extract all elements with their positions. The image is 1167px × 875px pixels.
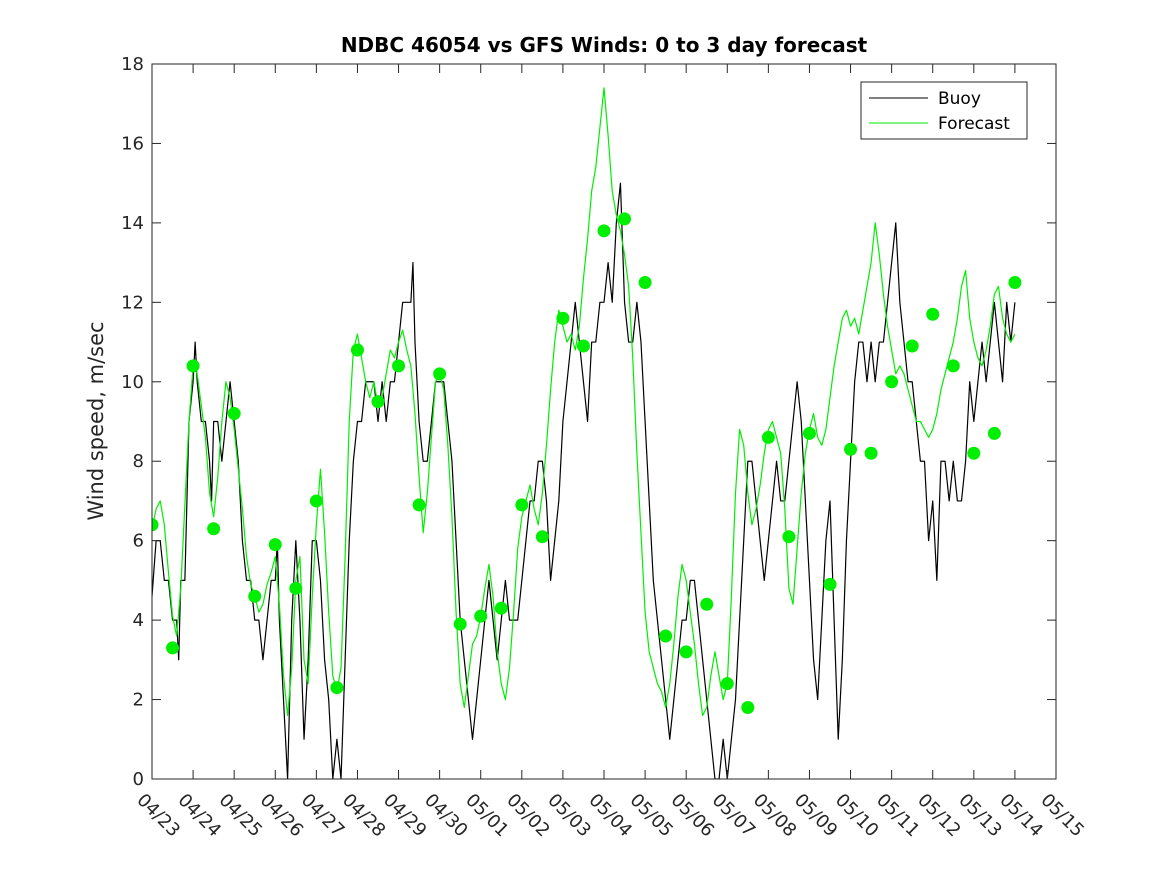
forecast-marker-17	[494, 601, 508, 615]
forecast-marker-27	[700, 597, 714, 611]
y-axis-label: Wind speed, m/sec	[84, 321, 108, 520]
forecast-marker-41	[987, 426, 1001, 440]
forecast-marker-25	[659, 629, 673, 643]
series-layer	[152, 87, 1022, 779]
forecast-marker-18	[515, 498, 529, 512]
y-tick-label: 2	[133, 690, 144, 711]
y-tick-label: 10	[121, 372, 144, 393]
forecast-marker-5	[248, 589, 262, 603]
forecast-marker-22	[597, 224, 611, 238]
chart-title: NDBC 46054 vs GFS Winds: 0 to 3 day fore…	[341, 33, 868, 57]
legend-label-forecast: Forecast	[938, 114, 1010, 134]
forecast-marker-30	[761, 430, 775, 444]
forecast-marker-4	[227, 407, 241, 421]
forecast-marker-19	[535, 530, 549, 544]
forecast-marker-20	[556, 311, 570, 325]
y-tick-label: 8	[133, 451, 144, 472]
forecast-marker-34	[844, 442, 858, 456]
forecast-marker-13	[412, 498, 426, 512]
forecast-marker-3	[207, 522, 221, 536]
forecast-marker-26	[679, 645, 693, 659]
forecast-marker-32	[802, 426, 816, 440]
forecast-marker-35	[864, 446, 878, 460]
forecast-marker-6	[268, 538, 282, 552]
forecast-marker-24	[638, 275, 652, 289]
forecast-marker-39	[946, 359, 960, 373]
forecast-marker-12	[392, 359, 406, 373]
forecast-marker-15	[453, 617, 467, 631]
forecast-marker-21	[576, 339, 590, 353]
forecast-marker-42	[1008, 275, 1022, 289]
forecast-marker-28	[720, 677, 734, 691]
forecast-marker-2	[186, 359, 200, 373]
y-tick-label: 14	[121, 213, 144, 234]
forecast-marker-16	[474, 609, 488, 623]
forecast-marker-8	[309, 494, 323, 508]
forecast-marker-10	[350, 343, 364, 357]
legend-box	[860, 81, 1028, 140]
forecast-marker-40	[967, 446, 981, 460]
series-line-forecast	[152, 87, 1016, 717]
forecast-marker-9	[330, 681, 344, 695]
forecast-marker-37	[905, 339, 919, 353]
forecast-marker-33	[823, 577, 837, 591]
forecast-marker-31	[782, 530, 796, 544]
forecast-marker-23	[618, 212, 632, 226]
forecast-marker-11	[371, 395, 385, 409]
y-tick-label: 0	[133, 769, 144, 790]
forecast-marker-1	[166, 641, 180, 655]
series-line-buoy	[152, 182, 1016, 779]
y-tick-label: 12	[121, 292, 144, 313]
y-tick-label: 16	[121, 133, 144, 154]
forecast-marker-14	[433, 367, 447, 381]
legend-label-buoy: Buoy	[938, 89, 981, 109]
y-tick-label: 18	[121, 54, 144, 75]
legend: Buoy Forecast	[860, 81, 1028, 140]
forecast-marker-29	[741, 701, 755, 714]
forecast-marker-38	[926, 307, 940, 321]
forecast-marker-0	[152, 518, 159, 532]
y-axis: 0 2 4 6 8 10 12 14 16 18	[121, 54, 1056, 790]
y-tick-label: 4	[133, 610, 144, 631]
forecast-marker-36	[885, 375, 899, 389]
y-tick-label: 6	[133, 531, 144, 552]
forecast-marker-7	[289, 581, 303, 595]
